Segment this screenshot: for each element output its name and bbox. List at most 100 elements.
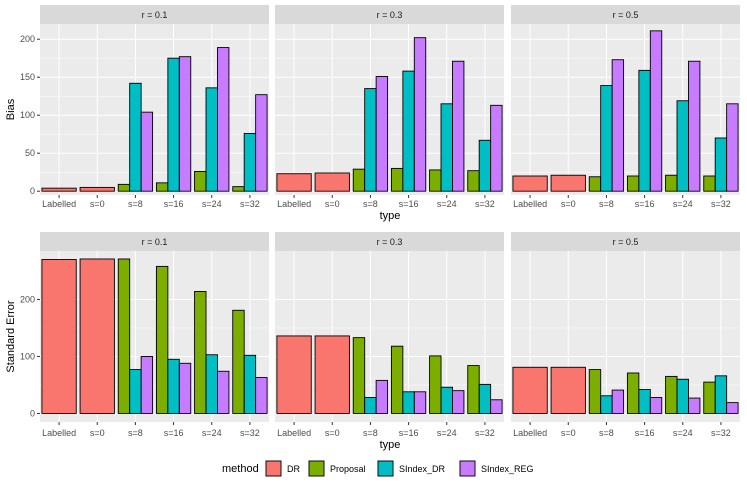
bar-sindex-reg [413, 391, 427, 414]
legend-label: SIndex_REG [481, 464, 534, 474]
x-tick-label: s=32 [240, 428, 260, 438]
bar-sindex-reg [649, 397, 663, 414]
y-tick-label: 100 [20, 351, 35, 361]
bar-sindex-reg [255, 377, 268, 414]
bar-sindex-dr [440, 103, 453, 192]
facet-label: r = 0.1 [142, 10, 168, 20]
bar-dr [276, 173, 312, 192]
panel-background [511, 24, 740, 195]
facet-strip [275, 5, 504, 24]
facet-strip [40, 232, 269, 251]
bar-proposal [352, 337, 366, 414]
y-axis-title: Bias [5, 98, 17, 120]
x-axis-title: type [380, 210, 401, 222]
x-tick-label: s=0 [325, 428, 340, 438]
bar-sindex-dr [714, 137, 728, 192]
bar-sindex-dr [440, 386, 453, 414]
bar-dr [512, 175, 548, 192]
bar-sindex-dr [638, 69, 651, 192]
bar-sindex-reg [178, 56, 192, 192]
x-tick-label: s=24 [673, 199, 693, 209]
x-axis-title: type [380, 439, 401, 451]
bar-proposal [194, 291, 207, 414]
bar-proposal [352, 168, 366, 192]
x-tick-label: s=32 [475, 428, 495, 438]
bar-proposal [588, 369, 602, 414]
bar-sindex-reg [490, 399, 503, 414]
facet-label: r = 0.1 [142, 237, 168, 247]
x-tick-label: s=16 [399, 428, 419, 438]
bar-sindex-reg [217, 47, 230, 192]
x-tick-label: s=16 [399, 199, 419, 209]
bar-sindex-reg [375, 75, 389, 192]
y-tick-label: 150 [20, 72, 35, 82]
y-tick-label: 200 [20, 34, 35, 44]
legend-key-proposal [308, 460, 325, 477]
panel-background [40, 251, 269, 422]
x-tick-label: s=8 [599, 199, 614, 209]
bar-sindex-dr [402, 391, 415, 414]
bar-dr [79, 186, 115, 192]
bar-sindex-dr [638, 389, 651, 414]
bar-dr [550, 174, 586, 192]
x-tick-label: s=0 [90, 199, 105, 209]
bar-sindex-reg [375, 379, 389, 414]
bar-sindex-reg [726, 103, 739, 192]
x-tick-label: s=0 [90, 428, 105, 438]
x-tick-label: s=8 [128, 428, 143, 438]
x-tick-label: s=32 [711, 428, 731, 438]
x-tick-label: Labelled [42, 199, 76, 209]
bar-sindex-reg [688, 60, 701, 192]
x-tick-label: s=24 [202, 199, 222, 209]
x-tick-label: s=0 [325, 199, 340, 209]
bar-sindex-reg [649, 30, 663, 192]
bar-dr [79, 258, 115, 414]
y-tick-label: 0 [30, 186, 35, 196]
bar-sindex-dr [243, 132, 257, 192]
bar-proposal [390, 345, 404, 414]
bar-sindex-reg [178, 362, 192, 414]
bar-sindex-reg [140, 111, 154, 192]
bar-proposal [703, 381, 716, 414]
panel-background [511, 251, 740, 422]
legend-key-dr [265, 460, 282, 477]
x-tick-label: s=16 [164, 428, 184, 438]
bar-sindex-reg [452, 60, 465, 192]
x-tick-label: s=32 [475, 199, 495, 209]
bar-proposal [232, 186, 245, 192]
bar-sindex-dr [167, 358, 180, 414]
bar-proposal [626, 175, 640, 192]
x-tick-label: s=24 [673, 428, 693, 438]
bar-sindex-reg [217, 370, 230, 414]
facet-strip [511, 5, 740, 24]
bar-sindex-dr [676, 378, 689, 414]
bar-sindex-dr [402, 70, 415, 192]
x-tick-label: s=8 [128, 199, 143, 209]
bar-dr [41, 259, 77, 414]
x-tick-label: Labelled [513, 428, 547, 438]
bar-proposal [467, 365, 480, 414]
bar-proposal [232, 309, 245, 414]
facet-label: r = 0.3 [377, 10, 403, 20]
bar-sindex-reg [255, 94, 268, 192]
y-tick-label: 100 [20, 110, 35, 120]
bar-proposal [467, 170, 480, 192]
x-tick-label: s=32 [711, 199, 731, 209]
x-tick-label: s=24 [437, 199, 457, 209]
bar-dr [550, 366, 586, 414]
y-tick-label: 200 [20, 294, 35, 304]
bar-proposal [588, 176, 602, 192]
bar-proposal [117, 258, 131, 414]
bar-sindex-dr [714, 375, 728, 414]
legend-key-sindex-reg [459, 460, 476, 477]
bar-sindex-reg [611, 389, 625, 414]
bar-sindex-dr [364, 397, 377, 414]
x-tick-label: s=8 [363, 199, 378, 209]
bar-sindex-dr [676, 100, 689, 192]
bar-dr [314, 335, 350, 414]
x-tick-label: s=16 [635, 428, 655, 438]
bar-sindex-dr [129, 82, 142, 192]
legend-label: Proposal [330, 464, 366, 474]
bar-sindex-reg [490, 104, 503, 192]
facet-strip [511, 232, 740, 251]
